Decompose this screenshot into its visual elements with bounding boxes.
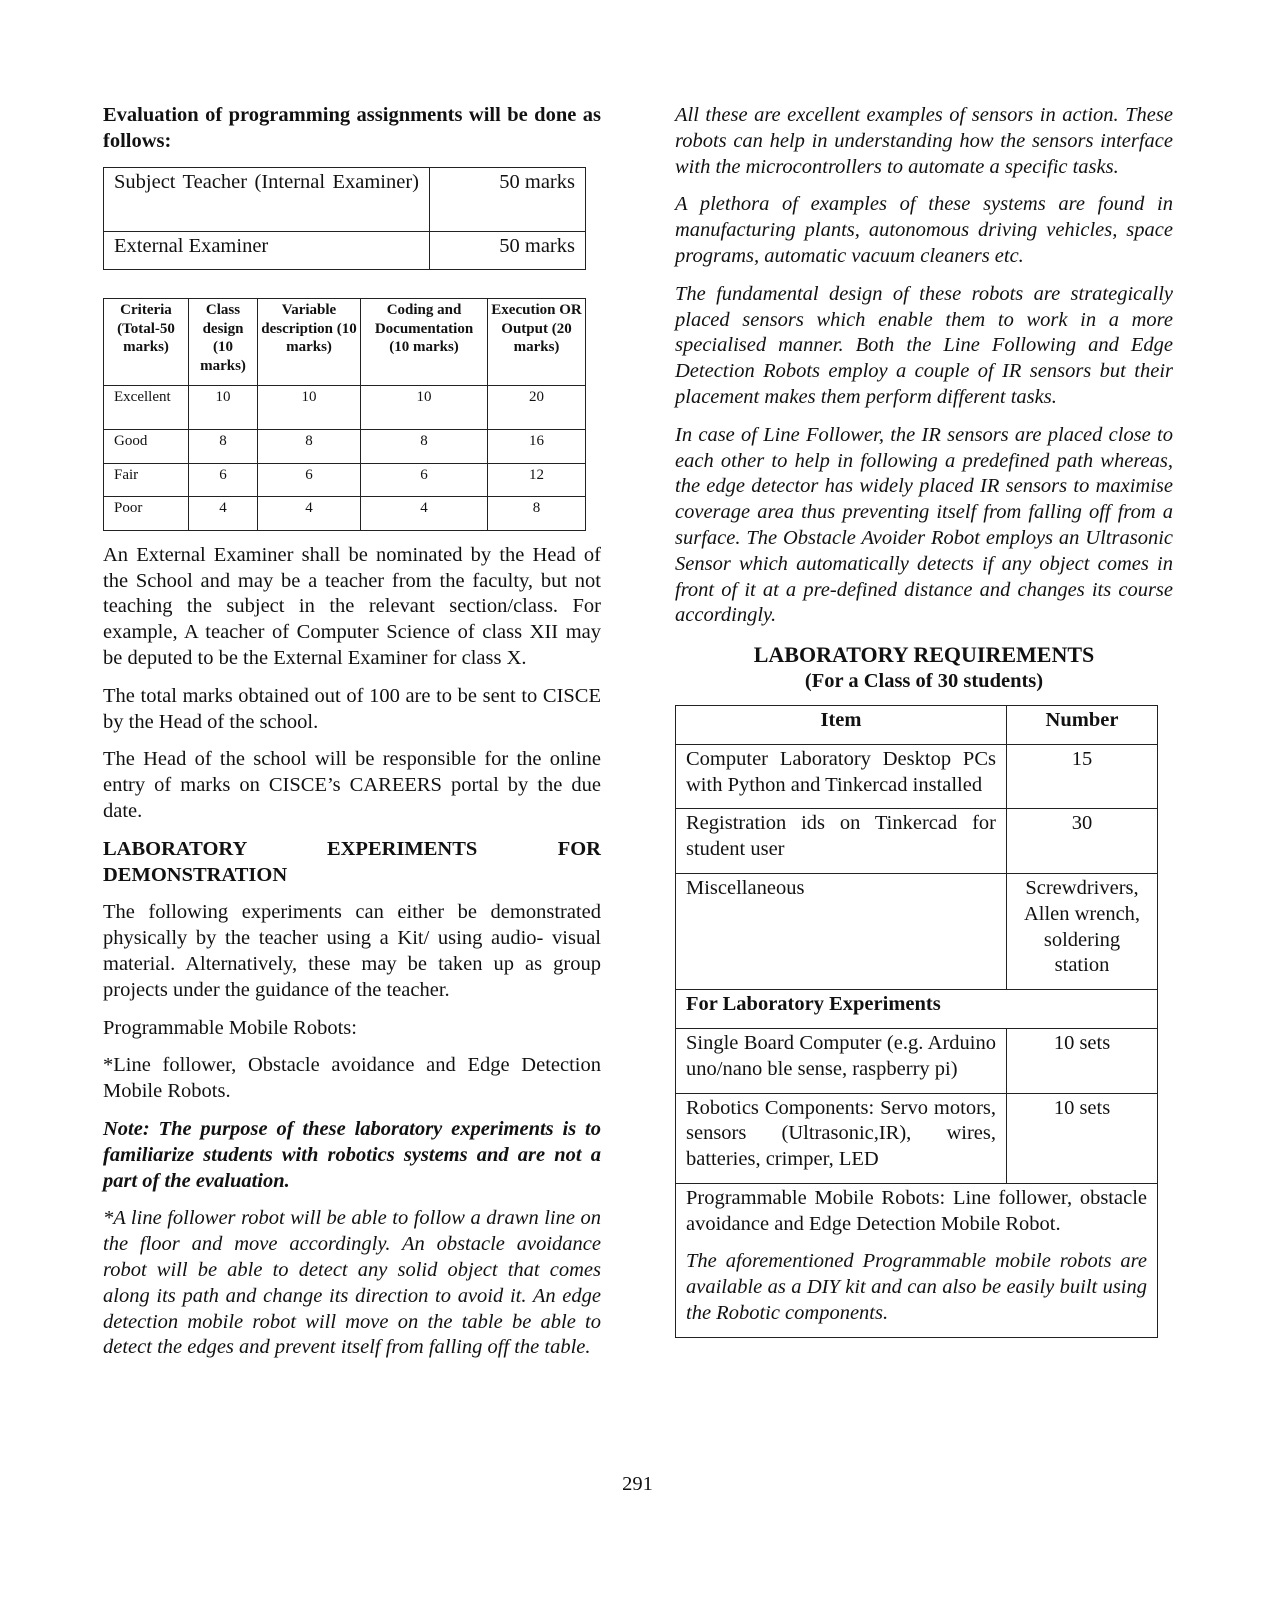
item-cell: Single Board Computer (e.g. Arduino uno/… [675,1027,1007,1094]
column-header: Class design (10 marks) [188,298,258,387]
evaluation-intro: Evaluation of programming assignments wi… [103,104,601,152]
criteria-table: Criteria (Total-50 marks) Class design (… [103,298,586,531]
number-cell: 10 sets [1006,1092,1158,1184]
number-cell: 15 [1006,743,1158,810]
paragraph: *Line follower, Obstacle avoidance and E… [103,1054,601,1103]
column-header: Variable description (10 marks) [257,298,361,387]
table-cell: 6 [257,462,361,498]
section-label: For Laboratory Experiments [675,989,1158,1029]
footer-cell: Programmable Mobile Robots: Line followe… [675,1182,1158,1338]
examiner-role: External Examiner [103,230,430,271]
table-row: Fair 6 6 6 12 [103,462,586,498]
section-heading: LABORATORY EXPERIMENTS FOR DEMONSTRATION [103,837,601,886]
footer-text: Programmable Mobile Robots: Line followe… [686,1186,1147,1235]
table-row: Excellent 10 10 10 20 [103,385,586,431]
table-footer-row: Programmable Mobile Robots: Line followe… [675,1182,1158,1338]
paragraph: All these are excellent examples of sens… [675,104,1173,178]
table-header-row: Criteria (Total-50 marks) Class design (… [103,298,586,387]
number-cell: Screwdrivers, Allen wrench, soldering st… [1006,872,1158,991]
table-cell: Excellent [103,385,189,431]
paragraph: The fundamental design of these robots a… [675,282,1173,408]
note: Note: The purpose of these laboratory ex… [103,1118,601,1192]
table-cell: 10 [360,385,488,431]
table-cell: 12 [487,462,586,498]
table-cell: 6 [360,462,488,498]
paragraph: A plethora of examples of these systems … [675,193,1173,267]
number-cell: 10 sets [1006,1027,1158,1094]
table-cell: 4 [257,496,361,531]
paragraph: An External Examiner shall be nominated … [103,543,601,670]
item-cell: Robotics Components: Servo motors, senso… [675,1092,1007,1184]
table-cell: 8 [257,429,361,464]
examiner-marks-table: Subject Teacher (Internal Examiner) 50 m… [103,166,586,271]
table-header-row: Item Number [675,704,1158,745]
examiner-marks: 50 marks [429,166,586,232]
number-cell: 30 [1006,808,1158,874]
item-cell: Registration ids on Tinkercad for studen… [675,808,1007,874]
table-cell: 4 [188,496,258,531]
column-header: Execution OR Output (20 marks) [487,298,586,387]
table-row: Miscellaneous Screwdrivers, Allen wrench… [675,872,1158,991]
table-section-row: For Laboratory Experiments [675,989,1158,1029]
table-cell: 10 [257,385,361,431]
table-cell: Good [103,429,189,464]
table-cell: 16 [487,429,586,464]
table-row: Subject Teacher (Internal Examiner) 50 m… [103,166,586,232]
paragraph: In case of Line Follower, the IR sensors… [675,423,1173,627]
table-row: Robotics Components: Servo motors, senso… [675,1092,1158,1184]
page-number: 291 [622,1473,653,1495]
paragraph: *A line follower robot will be able to f… [103,1207,601,1359]
table-cell: Fair [103,462,189,498]
paragraph: Programmable Mobile Robots: [103,1016,357,1039]
paragraph: The Head of the school will be responsib… [103,748,601,823]
table-cell: Poor [103,496,189,531]
item-cell: Miscellaneous [675,872,1007,991]
table-cell: 8 [188,429,258,464]
lab-requirements-subheading: (For a Class of 30 students) [804,670,1044,693]
examiner-marks: 50 marks [429,230,586,271]
table-cell: 8 [487,496,586,531]
column-header: Criteria (Total-50 marks) [103,298,189,387]
footer-note: The aforementioned Programmable mobile r… [686,1250,1147,1325]
lab-requirements-table: Item Number Computer Laboratory Desktop … [675,704,1158,1338]
table-row: Computer Laboratory Desktop PCs with Pyt… [675,743,1158,810]
left-column: Evaluation of programming assignments wi… [103,103,601,1373]
table-cell: 4 [360,496,488,531]
table-cell: 20 [487,385,586,431]
paragraph: The total marks obtained out of 100 are … [103,684,601,733]
table-row: Single Board Computer (e.g. Arduino uno/… [675,1027,1158,1094]
column-header: Coding and Documentation (10 marks) [360,298,488,387]
lab-requirements-heading: LABORATORY REQUIREMENTS [753,642,1095,668]
paragraph: The following experiments can either be … [103,901,601,1001]
table-cell: 6 [188,462,258,498]
item-cell: Computer Laboratory Desktop PCs with Pyt… [675,743,1007,810]
table-row: Good 8 8 8 16 [103,429,586,464]
column-header: Item [675,704,1007,745]
table-cell: 10 [188,385,258,431]
examiner-role: Subject Teacher (Internal Examiner) [103,166,430,232]
table-row: Poor 4 4 4 8 [103,496,586,531]
column-header: Number [1006,704,1158,745]
table-row: Registration ids on Tinkercad for studen… [675,808,1158,874]
table-cell: 8 [360,429,488,464]
table-row: External Examiner 50 marks [103,230,586,271]
right-column: All these are excellent examples of sens… [675,103,1173,1338]
